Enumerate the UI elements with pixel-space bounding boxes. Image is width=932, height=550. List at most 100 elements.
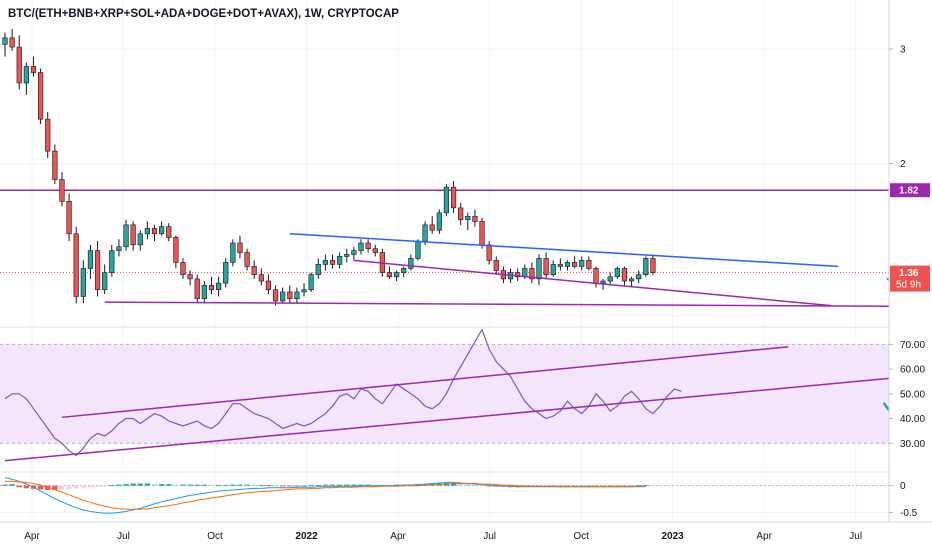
macd-histogram-bar bbox=[643, 485, 649, 486]
candle bbox=[621, 266, 628, 286]
candle bbox=[458, 202, 464, 225]
candle bbox=[16, 35, 22, 90]
candle bbox=[329, 254, 336, 269]
macd-histogram-bar bbox=[344, 484, 350, 486]
candle bbox=[515, 268, 521, 282]
time-axis-label: Apr bbox=[390, 531, 406, 542]
macd-histogram-bar bbox=[144, 483, 150, 486]
macd-histogram-bar bbox=[579, 485, 585, 487]
time-axis-label: 2022 bbox=[295, 531, 318, 542]
macd-histogram-bar bbox=[38, 485, 44, 490]
candle bbox=[386, 266, 393, 279]
candle bbox=[144, 221, 151, 240]
price-axis-label: 3 bbox=[900, 44, 906, 55]
candle bbox=[536, 254, 542, 286]
candle bbox=[180, 258, 186, 279]
candle bbox=[315, 258, 321, 279]
candle bbox=[116, 239, 122, 257]
candle bbox=[208, 276, 215, 295]
time-axis-label: Jul bbox=[849, 531, 862, 542]
candle bbox=[429, 216, 435, 234]
rsi-pane bbox=[0, 328, 909, 462]
macd-histogram-bar bbox=[337, 484, 343, 486]
macd-histogram-bar bbox=[614, 485, 620, 487]
candle bbox=[287, 285, 293, 304]
candle bbox=[443, 184, 450, 217]
level-price-tag: 1.82 bbox=[890, 183, 930, 198]
macd-histogram-bar bbox=[166, 484, 172, 486]
macd-histogram-bar bbox=[230, 484, 236, 486]
candle bbox=[216, 276, 222, 297]
macd-histogram-bar bbox=[9, 484, 15, 486]
macd-histogram-bar bbox=[280, 485, 286, 487]
macd-histogram-bar bbox=[322, 484, 328, 486]
macd-histogram-bar bbox=[621, 485, 628, 487]
candle bbox=[151, 224, 158, 242]
candle bbox=[529, 262, 535, 284]
candle bbox=[109, 244, 115, 277]
rsi-line bbox=[4, 328, 682, 457]
candle bbox=[308, 272, 314, 292]
candle bbox=[450, 181, 457, 213]
macd-histogram-bar bbox=[265, 485, 272, 486]
macd-histogram-bar bbox=[2, 484, 8, 486]
macd-histogram-bar bbox=[458, 483, 464, 486]
bottom-support-line[interactable] bbox=[104, 301, 932, 308]
macd-pane bbox=[0, 477, 889, 514]
candle bbox=[571, 256, 578, 269]
macd-histogram-bar bbox=[586, 485, 592, 487]
macd-histogram-bar bbox=[116, 484, 122, 486]
price-pane bbox=[0, 28, 932, 308]
candle bbox=[237, 235, 243, 259]
candle bbox=[52, 144, 58, 185]
last-price-label: 1.36 bbox=[899, 268, 919, 279]
candle bbox=[30, 56, 37, 77]
candle bbox=[351, 246, 357, 261]
macd-histogram-bar bbox=[80, 485, 86, 488]
candlesticks bbox=[2, 28, 656, 306]
rsi-axis-label: 70.00 bbox=[900, 340, 925, 351]
lower-falling-trendline[interactable] bbox=[353, 259, 831, 307]
macd-histogram-bar bbox=[308, 485, 314, 486]
macd-histogram-bar bbox=[493, 485, 499, 487]
candle bbox=[415, 239, 421, 261]
candle bbox=[393, 270, 400, 282]
rsi-lower-channel-line[interactable] bbox=[4, 377, 909, 462]
candle bbox=[23, 62, 29, 95]
candle bbox=[194, 274, 200, 304]
macd-histogram-bar bbox=[315, 485, 321, 486]
macd-histogram-bar bbox=[216, 485, 222, 486]
candle bbox=[636, 270, 642, 284]
macd-histogram-bar bbox=[301, 485, 307, 487]
macd-histogram-bar bbox=[23, 485, 29, 489]
macd-histogram-bar bbox=[87, 485, 94, 488]
candle bbox=[358, 239, 364, 255]
candle bbox=[258, 268, 264, 286]
macd-histogram-bar bbox=[109, 485, 115, 486]
price-axis[interactable]: 3 2 70.00 60.00 50.00 40.00 30.00 0 -0.5 bbox=[889, 44, 925, 519]
time-axis[interactable]: Apr Jul Oct 2022 Apr Jul Oct 2023 Apr Jul bbox=[24, 531, 862, 542]
candle bbox=[550, 260, 556, 277]
rsi-upper-channel-line[interactable] bbox=[61, 346, 789, 419]
time-axis-label: Oct bbox=[573, 531, 589, 542]
candle bbox=[45, 112, 51, 158]
macd-histogram-bar bbox=[123, 484, 129, 486]
candle bbox=[628, 276, 635, 288]
candle bbox=[159, 221, 165, 236]
candle bbox=[294, 287, 300, 304]
candle bbox=[2, 32, 8, 57]
macd-histogram-bar bbox=[272, 485, 279, 487]
macd-histogram-bar bbox=[557, 485, 563, 487]
macd-histogram-bar bbox=[258, 485, 264, 486]
price-axis-label: 2 bbox=[900, 159, 906, 170]
macd-axis-label: -0.5 bbox=[900, 508, 918, 519]
candle bbox=[301, 283, 307, 297]
rsi-axis-label: 30.00 bbox=[900, 439, 925, 450]
candle bbox=[137, 230, 143, 251]
macd-axis-label: 0 bbox=[900, 481, 906, 492]
macd-line bbox=[4, 477, 646, 514]
macd-histogram-bar bbox=[180, 484, 186, 486]
upper-falling-trendline[interactable] bbox=[289, 233, 839, 268]
candle bbox=[322, 254, 329, 271]
